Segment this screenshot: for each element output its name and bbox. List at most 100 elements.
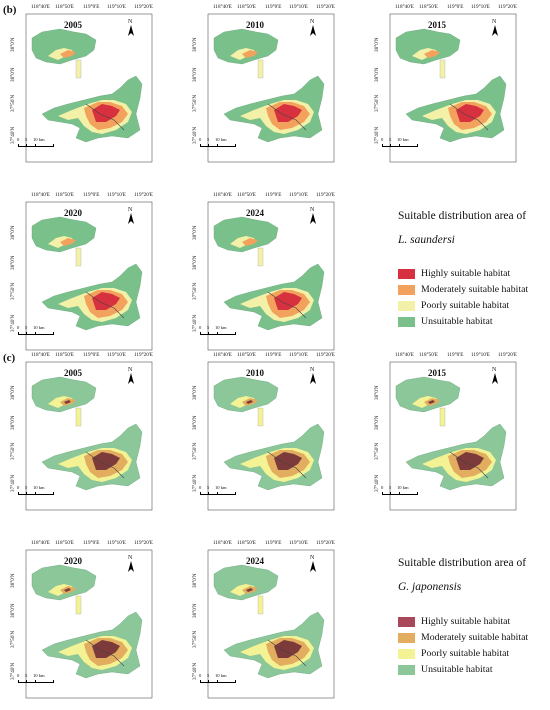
river-line (267, 291, 307, 319)
scale-label: 10 km (33, 325, 45, 330)
latitude-label: 37°50'N (192, 282, 198, 300)
longitude-label: 119°20'E (316, 4, 335, 10)
north-label: N (310, 207, 315, 213)
river-stub (439, 407, 446, 427)
scale-label: 5 (25, 137, 28, 142)
north-arrow-icon: N (490, 19, 500, 38)
longitude-label: 118°50'E (237, 4, 256, 10)
highly-suitable-area (274, 292, 302, 310)
habitat-map: 118°40'E 118°50'E 119°0'E 119°10'E 119°20'E 3… (184, 4, 336, 174)
longitude-label: 119°20'E (134, 540, 153, 546)
north-label: N (492, 19, 497, 25)
habitat-map: 118°40'E 118°50'E 119°0'E 119°10'E 119°20'E 3… (2, 540, 154, 710)
latitude-label: 38°0'N (10, 573, 16, 588)
river-line (449, 451, 489, 479)
map-year: 2010 (246, 368, 264, 378)
scale-label: 5 (25, 673, 28, 678)
longitude-label: 119°20'E (134, 352, 153, 358)
unsuitable-area (395, 376, 461, 413)
latitude-label: 38°0'N (192, 67, 198, 82)
scale-label: 5 (207, 485, 210, 490)
longitude-label: 119°20'E (316, 192, 335, 198)
highly-suitable-area (92, 104, 120, 122)
map-canvas (207, 201, 335, 351)
moderately-suitable-area (60, 238, 76, 246)
map-year: 2024 (246, 556, 264, 566)
legend-item: Highly suitable habitat (398, 268, 510, 279)
scale-label: 10 km (215, 325, 227, 330)
longitude-label: 118°40'E (213, 352, 232, 358)
north-arrow-icon: N (308, 555, 318, 574)
map-year: 2005 (64, 368, 82, 378)
scale-bar: 0 5 10 km (199, 137, 236, 148)
scale-label: 0 (199, 673, 202, 678)
latitude-label: 38°0'N (10, 603, 16, 618)
map-canvas (25, 549, 153, 699)
scale-label: 0 (199, 325, 202, 330)
longitude-label: 119°0'E (83, 4, 100, 10)
latitude-label: 37°50'N (192, 94, 198, 112)
scale-bar: 0 5 10 km (17, 137, 54, 148)
longitude-label: 119°10'E (107, 352, 126, 358)
river-stub (75, 595, 82, 615)
highly-suitable-area (92, 292, 120, 310)
scale-label: 5 (207, 137, 210, 142)
longitude-label: 119°20'E (134, 4, 153, 10)
map-canvas (207, 549, 335, 699)
moderately-suitable-area (424, 50, 440, 58)
longitude-label: 119°10'E (289, 4, 308, 10)
scale-bar: 0 5 10 km (17, 485, 54, 496)
map-canvas (25, 361, 153, 511)
unsuitable-area (395, 28, 461, 65)
legend-species-name: G. japonensis (398, 581, 462, 593)
latitude-label: 37°40'N (374, 126, 380, 144)
longitude-label: 118°40'E (31, 352, 50, 358)
longitude-label: 118°40'E (31, 540, 50, 546)
scale-bar: 0 5 10 km (17, 673, 54, 684)
north-arrow-icon: N (308, 367, 318, 386)
longitude-label: 118°50'E (237, 540, 256, 546)
legend-item: Poorly suitable habitat (398, 648, 509, 659)
latitude-label: 37°40'N (374, 474, 380, 492)
unsuitable-area (213, 216, 279, 253)
unsuitable-area (31, 28, 97, 65)
longitude-label: 118°50'E (55, 4, 74, 10)
habitat-map: 118°40'E 118°50'E 119°0'E 119°10'E 119°20'E 3… (184, 352, 336, 522)
longitude-label: 119°10'E (107, 540, 126, 546)
scale-label: 10 km (215, 673, 227, 678)
north-arrow-glyph (310, 25, 316, 36)
map-year: 2005 (64, 20, 82, 30)
latitude-label: 37°50'N (374, 94, 380, 112)
latitude-label: 37°40'N (10, 662, 16, 680)
river-line (267, 451, 307, 479)
river-line (85, 103, 125, 131)
north-label: N (128, 19, 133, 25)
longitude-label: 119°20'E (498, 4, 517, 10)
highly-suitable-area (64, 400, 71, 404)
longitude-label: 118°40'E (395, 4, 414, 10)
longitude-label: 118°50'E (419, 352, 438, 358)
river-line (85, 451, 125, 479)
scale-bar: 0 5 10 km (381, 137, 418, 148)
latitude-label: 37°50'N (10, 442, 16, 460)
legend-label: Unsuitable habitat (421, 316, 493, 327)
legend-species-name: L. saundersi (398, 234, 455, 246)
scale-label: 0 (381, 137, 384, 142)
highly-suitable-area (246, 400, 253, 404)
legend-label: Moderately suitable habitat (421, 632, 529, 643)
legend-title: Suitable distribution area of (398, 210, 527, 222)
legend-title: Suitable distribution area of (398, 557, 527, 569)
latitude-label: 38°0'N (10, 385, 16, 400)
north-arrow-glyph (128, 561, 134, 572)
latitude-label: 38°0'N (192, 415, 198, 430)
panel-label: (c) (3, 352, 16, 364)
legend-label: Unsuitable habitat (421, 664, 493, 675)
river-line (449, 103, 489, 131)
river-stub (257, 407, 264, 427)
unsuitable-area (213, 28, 279, 65)
north-label: N (310, 367, 315, 373)
river-stub (75, 59, 82, 79)
scale-bar: 0 5 10 km (199, 485, 236, 496)
legend-swatch (398, 316, 415, 327)
map-year: 2015 (428, 368, 446, 378)
